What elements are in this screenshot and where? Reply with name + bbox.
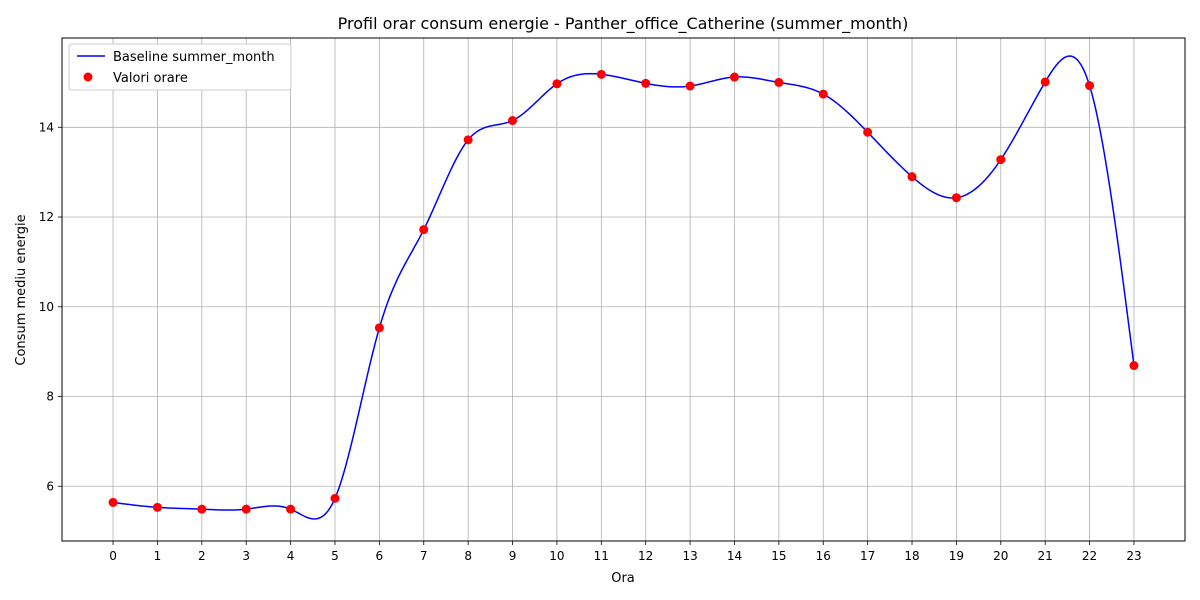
y-tick-label: 10 — [39, 300, 54, 314]
data-point — [197, 504, 207, 514]
x-axis-label: Ora — [611, 571, 635, 586]
x-tick-label: 5 — [331, 549, 339, 563]
x-tick-label: 15 — [771, 549, 786, 563]
y-tick-label: 12 — [39, 210, 54, 224]
scatter-points — [108, 69, 1139, 514]
plot-frame — [61, 37, 1186, 542]
data-point — [774, 77, 784, 87]
x-tick-label: 13 — [682, 549, 697, 563]
data-point — [330, 493, 340, 503]
data-point — [996, 155, 1006, 165]
y-axis-ticks: 6 8 10 12 14 — [39, 120, 62, 493]
data-point — [907, 172, 917, 182]
data-point — [286, 504, 296, 514]
data-point — [1040, 77, 1050, 87]
data-point — [729, 72, 739, 82]
x-tick-label: 9 — [509, 549, 517, 563]
legend-box — [68, 43, 292, 91]
data-point — [1085, 81, 1095, 91]
data-point — [685, 81, 695, 91]
x-tick-label: 16 — [816, 549, 831, 563]
x-tick-label: 20 — [993, 549, 1008, 563]
data-point — [552, 79, 562, 89]
data-point — [951, 193, 961, 203]
x-tick-label: 7 — [420, 549, 428, 563]
data-point — [508, 116, 518, 126]
x-tick-label: 3 — [242, 549, 250, 563]
x-tick-label: 12 — [638, 549, 653, 563]
data-point — [596, 69, 606, 79]
x-tick-label: 18 — [904, 549, 919, 563]
data-point — [1129, 361, 1139, 371]
y-axis-label: Consum mediu energie — [14, 214, 29, 365]
x-tick-label: 21 — [1038, 549, 1053, 563]
plot-background — [62, 38, 1185, 541]
x-tick-label: 14 — [727, 549, 742, 563]
data-point — [374, 323, 384, 333]
x-tick-label: 11 — [594, 549, 609, 563]
x-axis-ticks: 0 1 2 3 4 5 6 7 8 9 10 11 12 13 14 15 16 17 18 19 20 21 22 23 — [109, 541, 1142, 563]
series-line-baseline — [112, 55, 1135, 520]
x-tick-label: 8 — [464, 549, 472, 563]
data-point — [152, 502, 162, 512]
data-point — [241, 504, 251, 514]
legend: Baseline summer_month Valori orare — [68, 43, 292, 91]
x-tick-label: 22 — [1082, 549, 1097, 563]
x-tick-label: 10 — [549, 549, 564, 563]
data-point — [463, 135, 473, 145]
legend-marker-swatch — [83, 72, 93, 82]
x-tick-label: 6 — [376, 549, 384, 563]
x-tick-label: 17 — [860, 549, 875, 563]
y-tick-label: 8 — [46, 390, 54, 404]
x-tick-label: 1 — [154, 549, 162, 563]
data-point — [863, 127, 873, 137]
y-tick-label: 6 — [46, 479, 54, 493]
legend-label-points: Valori orare — [113, 71, 188, 86]
data-point — [641, 78, 651, 88]
chart-title: Profil orar consum energie - Panther_off… — [338, 14, 909, 34]
data-point — [818, 89, 828, 99]
y-tick-label: 14 — [39, 120, 54, 134]
x-tick-label: 19 — [949, 549, 964, 563]
grid — [62, 38, 1185, 541]
data-point — [419, 225, 429, 235]
x-tick-label: 0 — [109, 549, 117, 563]
x-tick-label: 23 — [1126, 549, 1141, 563]
x-tick-label: 4 — [287, 549, 295, 563]
data-point — [108, 497, 118, 507]
legend-label-baseline: Baseline summer_month — [113, 50, 275, 65]
x-tick-label: 2 — [198, 549, 206, 563]
